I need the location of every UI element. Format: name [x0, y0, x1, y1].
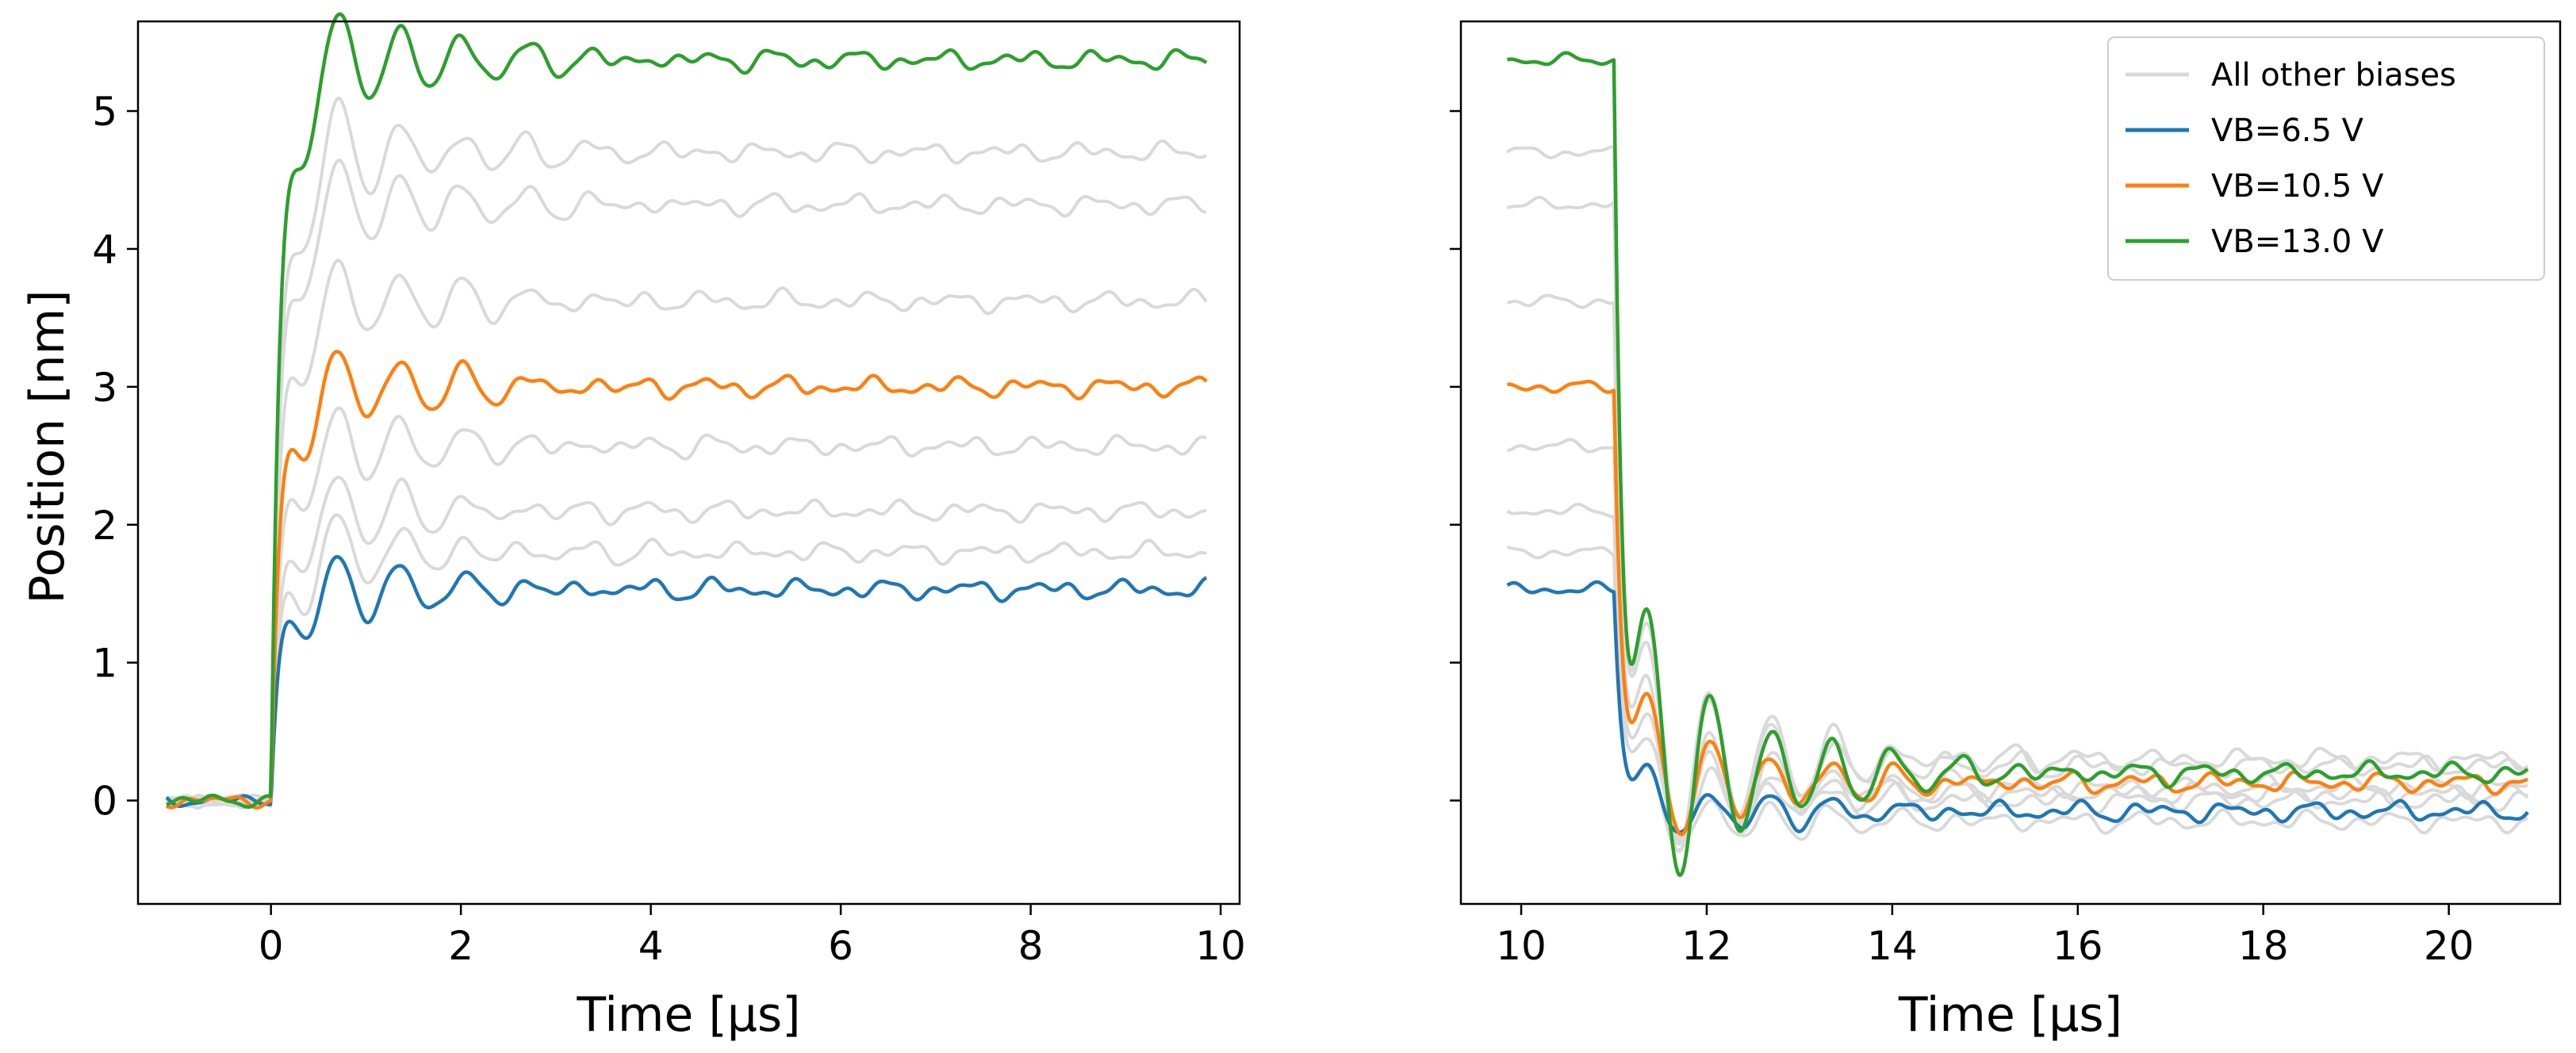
background-series-line: [166, 513, 1207, 807]
left-plot-frame: [136, 20, 1241, 906]
right-y-ticks: [1450, 109, 1461, 802]
y-tick-label: 1: [92, 641, 117, 687]
x-tick-label: 20: [2424, 923, 2474, 969]
left-x-axis-label: Time [μs]: [576, 987, 800, 1043]
left-chart-panel: 0 2 4 6 8 10 0 1 2 3 4 5 Time [μs] Position [nm]: [20, 12, 1246, 1043]
right-chart-panel: 10 12 14 16 18 20 Time [μs]: [1450, 20, 2562, 1043]
legend-item-vb-6-5: VB=6.5 V: [2126, 113, 2364, 149]
legend-label: VB=13.0 V: [2211, 224, 2384, 260]
y-tick-label: 5: [92, 89, 117, 135]
series-line-vb-13-0-v: [166, 12, 1208, 810]
x-tick-label: 8: [1018, 923, 1044, 969]
background-series-line: [166, 476, 1207, 810]
legend: All other biases VB=6.5 V VB=10.5 V VB=1…: [2107, 36, 2545, 281]
x-tick-label: 18: [2238, 923, 2289, 969]
x-tick-label: 16: [2053, 923, 2103, 969]
x-tick-label: 0: [259, 923, 284, 969]
x-tick-label: 2: [448, 923, 473, 969]
y-tick-label: 4: [92, 227, 117, 273]
x-tick-label: 4: [638, 923, 664, 969]
background-series-line: [166, 406, 1207, 808]
right-x-ticks: 10 12 14 16 18 20: [1496, 904, 2474, 969]
x-tick-label: 12: [1681, 923, 1732, 969]
y-tick-label: 2: [92, 503, 117, 549]
y-tick-label: 0: [92, 779, 117, 825]
background-series-line: [1506, 144, 2529, 845]
left-y-ticks: 0 1 2 3 4 5: [92, 89, 138, 825]
series-line-vb-6-5-v: [165, 554, 1207, 808]
legend-item-all-other-biases: All other biases: [2126, 57, 2456, 94]
legend-label: VB=6.5 V: [2211, 113, 2364, 149]
x-tick-label: 14: [1867, 923, 1918, 969]
legend-item-vb-10-5: VB=10.5 V: [2126, 168, 2384, 205]
left-y-axis-label: Position [nm]: [20, 290, 75, 604]
legend-label: VB=10.5 V: [2211, 168, 2384, 205]
left-x-ticks: 0 2 4 6 8 10: [259, 904, 1246, 969]
legend-item-vb-13-0: VB=13.0 V: [2126, 224, 2384, 260]
x-tick-label: 10: [1496, 923, 1547, 969]
x-tick-label: 6: [828, 923, 853, 969]
right-x-axis-label: Time [μs]: [1898, 987, 2122, 1043]
series-line-vb-10-5-v: [165, 350, 1208, 810]
right-series-group: [1506, 51, 2529, 877]
background-series-line: [166, 96, 1208, 808]
legend-label: All other biases: [2211, 57, 2456, 94]
series-line-vb-13-0-v: [1506, 51, 2529, 877]
legend-box: [2107, 36, 2545, 281]
y-tick-label: 3: [92, 365, 117, 411]
series-line-vb-10-5-v: [1506, 379, 2528, 837]
background-series-line: [165, 159, 1207, 810]
left-series-group: [165, 12, 1208, 810]
x-tick-label: 10: [1195, 923, 1246, 969]
right-plot-frame: [1459, 20, 2562, 906]
background-series-line: [166, 258, 1208, 809]
